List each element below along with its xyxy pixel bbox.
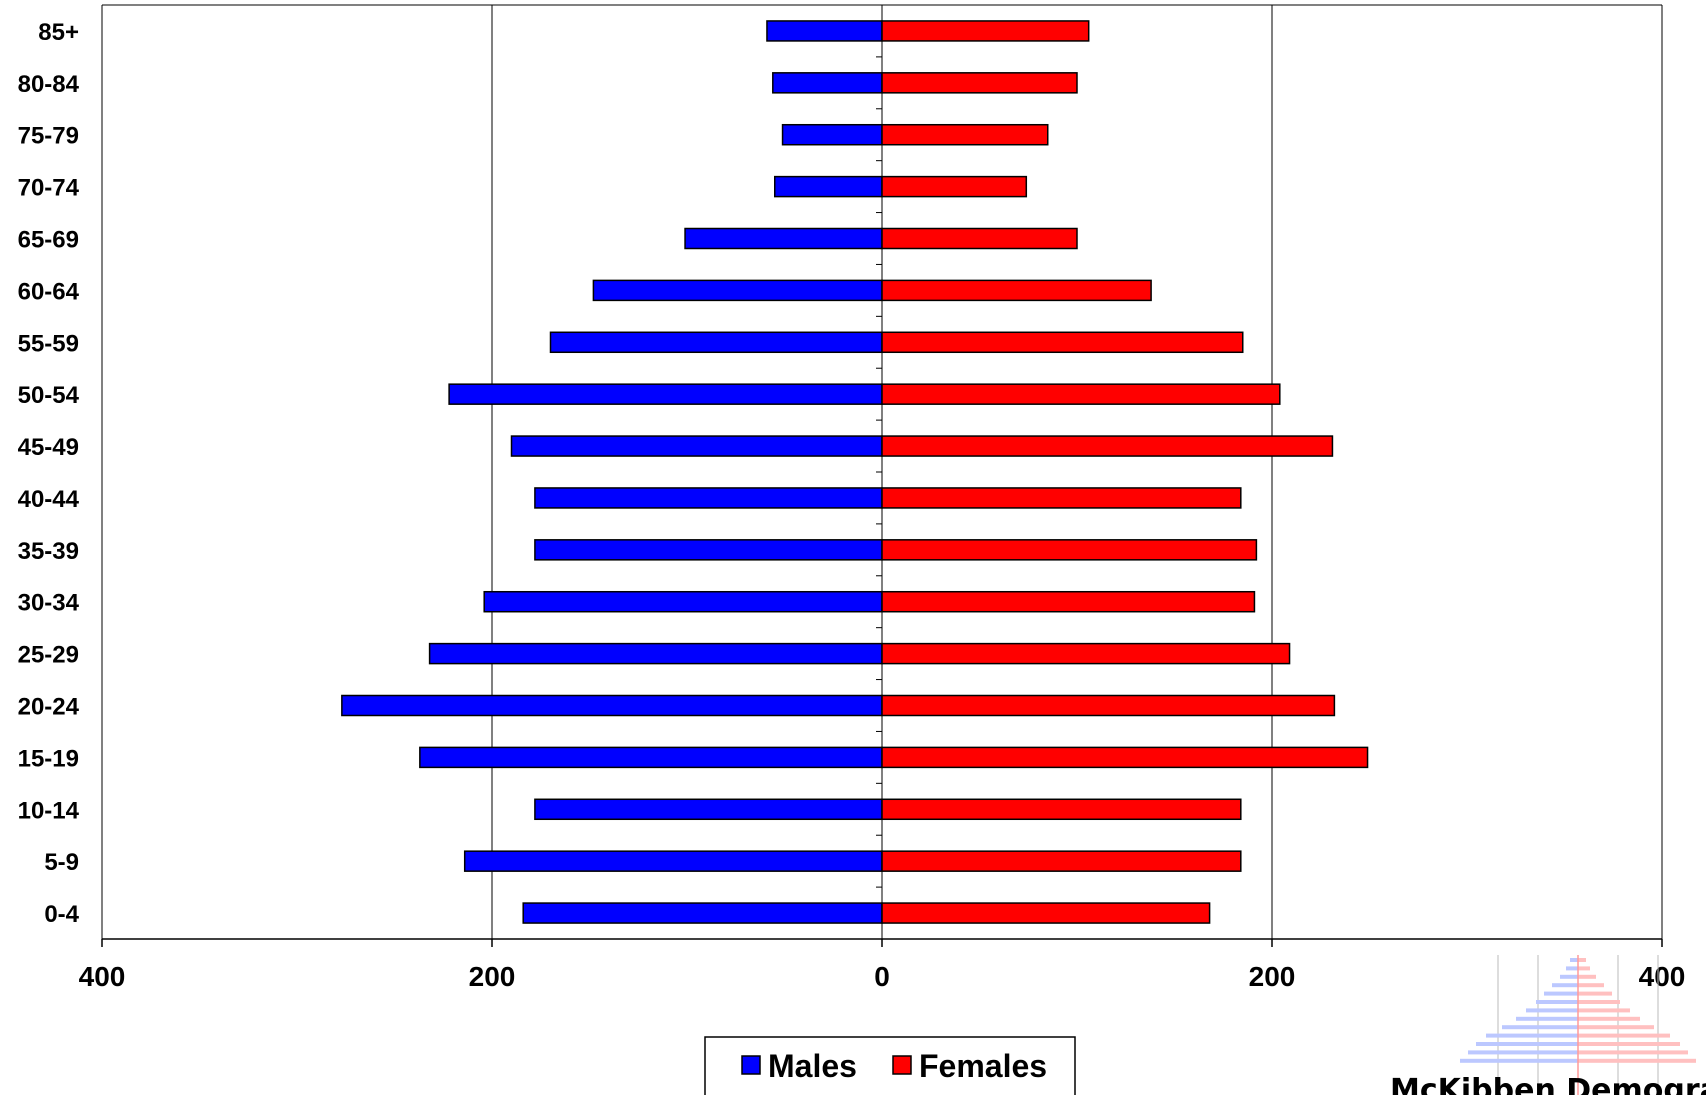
bar-females [881,539,1258,561]
bar-females [881,175,1028,198]
bar-females [881,435,1334,457]
bar-females [881,590,1256,613]
legend-males-label: Males [768,1048,857,1084]
bar-females [881,72,1078,94]
bar-males [549,331,883,354]
bar-males [781,123,883,146]
bar-males [534,539,883,561]
bar-females [881,798,1242,821]
logo-bar-male [1570,958,1578,962]
bar-males [483,590,883,613]
category-label: 20-24 [18,694,80,721]
bars [341,20,1369,924]
bar-females [881,850,1242,872]
category-label: 15-19 [18,745,79,772]
category-label: 35-39 [18,538,79,565]
bar-females [881,694,1336,717]
logo-bar-male [1502,1025,1578,1030]
bar-males [772,72,883,94]
bar-females [881,331,1244,354]
x-tick-label: 400 [79,961,126,992]
logo-bar-female [1578,1016,1640,1021]
logo-bar-female [1578,974,1596,979]
logo-bar-male [1486,1033,1578,1038]
category-label: 65-69 [18,227,79,254]
category-label: 80-84 [18,71,80,98]
logo-bar-female [1578,1042,1680,1046]
legend: Males Females [704,1036,1076,1095]
logo-bar-female [1578,983,1604,988]
bar-females [881,642,1291,665]
bar-females [881,383,1281,405]
category-label: 10-14 [18,797,80,824]
axes [101,5,1663,947]
logo-bar-female [1578,1058,1696,1063]
x-tick-label: 400 [1639,961,1686,992]
logo-bar-female [1578,1025,1654,1030]
bar-males [766,20,883,42]
category-label: 85+ [38,19,79,46]
logo-bar-male [1516,1016,1578,1021]
category-label: 70-74 [18,175,80,202]
x-tick-label: 200 [469,961,516,992]
category-label: 30-34 [18,590,80,617]
bar-females [881,123,1049,146]
logo-bar-male [1560,974,1578,979]
bar-females [881,902,1211,924]
bar-males [522,902,883,924]
logo-bar-female [1578,1050,1688,1055]
watermark-logo: McKibben Demographi [1390,955,1706,1095]
category-label: 40-44 [18,486,80,513]
bar-males [534,798,883,821]
logo-bar-female [1578,966,1590,971]
logo-bar-female [1578,991,1612,996]
x-tick-label: 0 [874,961,890,992]
category-label: 50-54 [18,382,80,409]
logo-bar-male [1544,991,1578,996]
logo-bar-male [1566,966,1578,971]
category-label: 60-64 [18,278,80,305]
legend-females-label: Females [919,1048,1047,1084]
bar-males [774,175,883,198]
logo-bar-female [1578,1008,1630,1013]
bar-males [534,487,883,509]
logo-bar-male [1476,1042,1578,1046]
logo-bar-male [1468,1050,1578,1055]
bar-females [881,487,1242,509]
bar-females [881,279,1152,302]
bar-females [881,20,1090,42]
bar-males [428,642,883,665]
bar-males [448,383,883,405]
legend-females-swatch [892,1055,912,1075]
category-labels: 85+ 80-84 75-79 70-74 65-69 60-64 55-59 50-54 45… [18,19,80,928]
bar-females [881,746,1369,769]
category-label: 0-4 [44,901,79,928]
bar-males [419,746,883,769]
category-label: 75-79 [18,123,79,150]
logo-bar-male [1536,1000,1578,1004]
bar-males [510,435,883,457]
x-tick-label: 200 [1249,961,1296,992]
logo-bar-female [1578,958,1586,962]
category-label: 55-59 [18,330,79,357]
bar-males [341,694,883,717]
legend-males-swatch [741,1055,761,1075]
logo-bar-male [1460,1058,1578,1063]
bar-females [881,227,1078,250]
logo-bar-female [1578,1000,1620,1004]
bar-males [684,227,883,250]
bar-males [592,279,883,302]
logo-bar-male [1526,1008,1578,1013]
logo-text: McKibben Demographi [1390,1073,1706,1095]
legend-box [704,1036,1076,1095]
category-label: 5-9 [44,849,79,876]
logo-bar-male [1552,983,1578,988]
bar-males [463,850,883,872]
category-label: 45-49 [18,434,79,461]
x-tick-labels: 400 200 0 200 400 [79,961,1686,992]
category-label: 25-29 [18,642,79,669]
logo-bar-female [1578,1033,1670,1038]
